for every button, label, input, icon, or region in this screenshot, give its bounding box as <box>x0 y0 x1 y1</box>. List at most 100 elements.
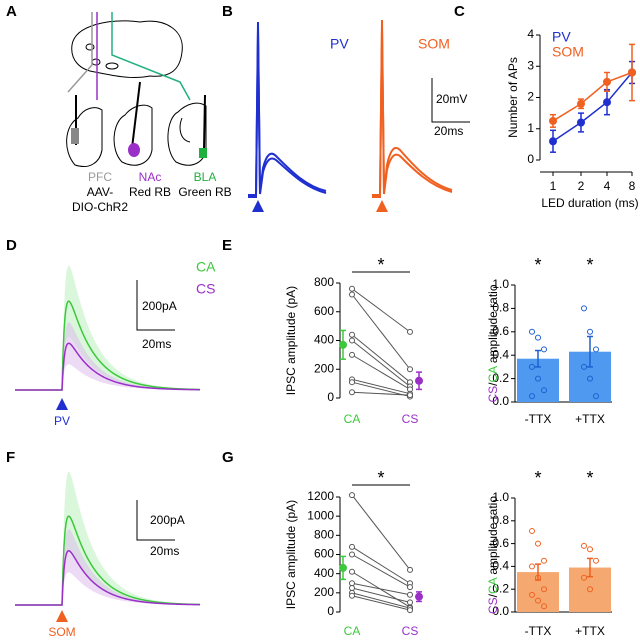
scale-label: 20mV <box>436 92 467 106</box>
series-line <box>552 72 633 142</box>
y-tick-label: 0 <box>327 390 334 404</box>
stim-arrow <box>56 610 68 622</box>
x-tick-label: +TTX <box>575 412 605 426</box>
label: Red RB <box>129 185 171 199</box>
y-tick-label: 0 <box>327 604 334 618</box>
y-tick-label: 0.4 <box>492 559 509 573</box>
point <box>577 118 585 127</box>
point <box>593 557 599 564</box>
trace-label: PV <box>330 36 349 52</box>
stim-label: PV <box>54 414 70 428</box>
label: NAc <box>139 170 162 184</box>
stim-label: SOM <box>48 625 75 639</box>
significance: * <box>586 255 593 275</box>
x-tick-label: -TTX <box>525 624 552 638</box>
point <box>349 568 355 575</box>
point <box>535 375 541 382</box>
x-tick-label: +TTX <box>575 624 605 638</box>
y-tick-label: 800 <box>314 528 334 542</box>
y-axis-label: Number of APs <box>506 57 520 138</box>
pair-line <box>351 494 411 571</box>
point <box>541 387 547 394</box>
mean-point <box>339 563 347 572</box>
pair-line <box>351 587 411 603</box>
y-tick-label: 0.2 <box>492 581 509 595</box>
x-tick-label: 4 <box>604 179 611 193</box>
stim-arrow <box>376 200 388 212</box>
y-tick-label: 600 <box>314 304 334 318</box>
pair-line <box>351 288 411 333</box>
point <box>407 328 413 335</box>
x-tick-label: 8 <box>629 179 636 193</box>
significance: * <box>586 468 593 488</box>
y-tick-label: 0.0 <box>492 394 509 408</box>
point <box>349 291 355 298</box>
point <box>593 393 599 400</box>
pair-line <box>351 340 411 387</box>
x-axis-label: LED duration (ms) <box>541 196 638 210</box>
panel-letter: F <box>6 449 15 466</box>
pair-line <box>351 595 411 611</box>
y-tick-label: 1.0 <box>492 490 509 504</box>
point <box>349 580 355 587</box>
trace-label: SOM <box>418 36 450 52</box>
point <box>535 540 541 547</box>
point <box>628 68 636 77</box>
y-tick-label: 0.8 <box>492 513 509 527</box>
y-axis-label: IPSC amplitude (pA) <box>284 286 298 395</box>
trace-label: CA <box>196 259 216 275</box>
y-tick-label: 0.0 <box>492 604 509 618</box>
brain-diagram <box>66 12 207 167</box>
pair-line <box>351 334 411 383</box>
point <box>581 363 587 370</box>
y-tick-label: 0 <box>527 152 534 166</box>
point <box>541 346 547 353</box>
x-tick-label: CA <box>344 412 361 426</box>
y-tick-label: 1.0 <box>492 277 509 291</box>
pair-line <box>351 294 411 370</box>
trace-band <box>15 322 200 390</box>
panel-letter: D <box>6 237 17 254</box>
mean-point <box>415 592 423 601</box>
legend-entry: SOM <box>552 44 584 60</box>
point <box>349 351 355 358</box>
point <box>535 574 541 581</box>
point <box>593 346 599 353</box>
y-tick-label: 1000 <box>307 508 334 522</box>
point <box>407 366 413 373</box>
y-tick-label: 800 <box>314 275 334 289</box>
stim-arrow <box>252 200 264 212</box>
panel-letter: G <box>222 449 234 466</box>
significance: * <box>534 255 541 275</box>
y-tick-label: 400 <box>314 566 334 580</box>
point <box>349 543 355 550</box>
y-axis-label: CS/CA amplitude ratio <box>486 496 500 614</box>
point <box>349 389 355 396</box>
point <box>407 392 413 399</box>
mean-point <box>339 340 347 349</box>
y-tick-label: 200 <box>314 585 334 599</box>
point <box>587 586 593 593</box>
panel-letter: C <box>454 3 465 20</box>
point <box>407 591 413 598</box>
y-tick-label: 4 <box>527 27 534 41</box>
point <box>581 542 587 549</box>
y-axis-label-part: amplitude ratio <box>486 496 500 578</box>
y-tick-label: 2 <box>527 90 534 104</box>
point <box>349 337 355 344</box>
point <box>587 546 593 553</box>
label: Green RB <box>178 185 231 199</box>
mean-point <box>415 376 423 385</box>
y-axis-label-part: / <box>486 382 500 386</box>
scale-bar <box>136 280 175 331</box>
point <box>549 137 557 146</box>
panel-letter: B <box>222 3 233 20</box>
point <box>529 563 535 570</box>
y-axis-label-part: CS <box>486 386 500 403</box>
y-axis-label: CS/CA amplitude ratio <box>486 284 500 402</box>
y-axis-label-part: amplitude ratio <box>486 284 500 366</box>
point <box>349 331 355 338</box>
label: BLA <box>194 170 217 184</box>
point <box>603 98 611 107</box>
